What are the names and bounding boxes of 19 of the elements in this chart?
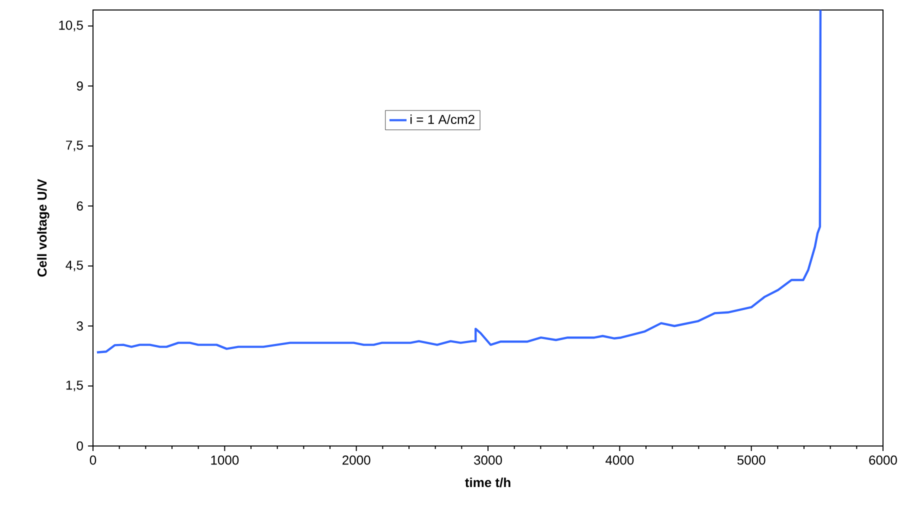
y-tick-label: 0 [76,441,83,451]
legend-label: i = 1 A/cm2 [410,114,474,124]
y-tick-label: 1,5 [66,380,83,392]
y-tick-label: 3 [76,321,83,331]
x-axis-title: time t/h [465,478,510,488]
x-tick-label: 0 [90,456,96,465]
y-tick-label: 6 [76,201,83,211]
y-tick-label: 9 [76,81,83,91]
y-tick-label: 10,5 [59,20,83,32]
x-tick-label: 3000 [474,456,502,465]
line-series [96,10,822,354]
y-tick-label: 4,5 [66,260,83,272]
x-tick-label: 5000 [737,456,766,465]
y-axis-title: Cell voltage U/V [37,178,50,277]
x-tick-label: 4000 [606,456,634,465]
x-tick-label: 6000 [869,456,897,465]
y-tick-label: 7,5 [66,140,83,152]
x-tick-label: 2000 [342,456,370,465]
x-tick-label: 1000 [211,456,239,465]
